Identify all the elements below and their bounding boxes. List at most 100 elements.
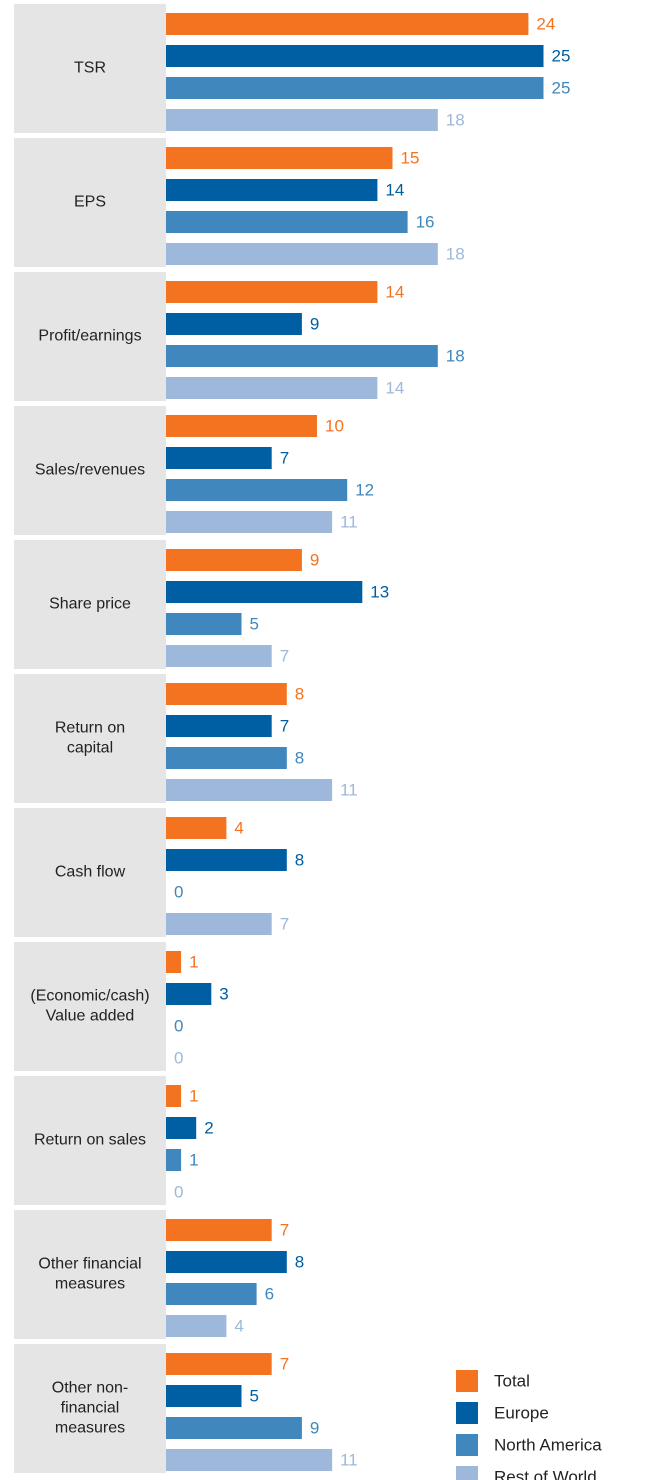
bar-total — [166, 147, 393, 169]
bar-total — [166, 549, 302, 571]
bar-north-america — [166, 1283, 257, 1305]
value-label-north-america: 8 — [295, 748, 304, 767]
category-group-cash-flow: Cash flow 4 8 0 7 — [14, 808, 304, 937]
category-label-line: measures — [55, 1420, 125, 1437]
value-label-europe: 7 — [280, 448, 289, 467]
bar-north-america — [166, 345, 438, 367]
category-label: EPS — [74, 194, 106, 211]
category-label-line: capital — [67, 740, 113, 757]
legend-item-north-america: North America — [456, 1434, 602, 1456]
bar-europe — [166, 313, 302, 335]
category-background — [14, 1076, 166, 1205]
value-label-europe: 25 — [552, 46, 571, 65]
legend-label: North America — [494, 1435, 602, 1454]
value-label-north-america: 0 — [174, 1016, 183, 1035]
value-label-north-america: 6 — [265, 1284, 274, 1303]
value-label-rest-of-world: 14 — [385, 378, 404, 397]
bar-total — [166, 1353, 272, 1375]
category-label-line: financial — [61, 1400, 120, 1417]
value-label-europe: 3 — [219, 984, 228, 1003]
category-label-line: Sales/revenues — [35, 462, 145, 479]
category-group-profit-earnings: Profit/earnings 14 9 18 14 — [14, 272, 465, 401]
value-label-europe: 5 — [250, 1386, 259, 1405]
category-background — [14, 138, 166, 267]
category-label: TSR — [74, 60, 106, 77]
value-label-europe: 14 — [385, 180, 404, 199]
value-label-total: 7 — [280, 1220, 289, 1239]
category-label-line: measures — [55, 1276, 125, 1293]
value-label-north-america: 1 — [189, 1150, 198, 1169]
category-groups: TSR24252518EPS15141618Profit/earnings149… — [14, 4, 570, 1473]
value-label-rest-of-world: 0 — [174, 1048, 183, 1067]
value-label-rest-of-world: 11 — [340, 512, 358, 531]
legend-swatch — [456, 1466, 478, 1480]
category-background — [14, 674, 166, 803]
legend-item-total: Total — [456, 1370, 530, 1392]
value-label-total: 4 — [234, 818, 243, 837]
value-label-rest-of-world: 0 — [174, 1182, 183, 1201]
category-label: Sales/revenues — [35, 462, 145, 479]
value-label-europe: 8 — [295, 850, 304, 869]
value-label-north-america: 16 — [416, 212, 435, 231]
bar-rest-of-world — [166, 1315, 227, 1337]
category-label: Cash flow — [55, 864, 126, 881]
category-group-other-non-financial-measures: Other non-financial measures 7 5 9 11 — [14, 1344, 358, 1473]
value-label-total: 1 — [189, 1086, 198, 1105]
category-label: Profit/earnings — [38, 328, 141, 345]
legend-label: Rest of World — [494, 1467, 597, 1480]
category-label-line: Value added — [46, 1008, 135, 1025]
legend-swatch — [456, 1434, 478, 1456]
bar-north-america — [166, 211, 408, 233]
category-background — [14, 4, 166, 133]
category-group-sales-revenues: Sales/revenues 10 7 12 11 — [14, 406, 374, 535]
bar-total — [166, 817, 227, 839]
value-label-rest-of-world: 11 — [340, 780, 358, 799]
category-label: Other financial measures — [38, 1256, 141, 1293]
category-group-economic-cash-value-added: (Economic/cash) Value added 1 3 0 0 — [14, 942, 229, 1071]
bar-total — [166, 13, 529, 35]
bar-europe — [166, 179, 378, 201]
legend-item-europe: Europe — [456, 1402, 549, 1424]
value-label-rest-of-world: 18 — [446, 110, 465, 129]
value-label-total: 1 — [189, 952, 198, 971]
legend-swatch — [456, 1402, 478, 1424]
category-label: Return on capital — [55, 720, 125, 757]
value-label-europe: 13 — [370, 582, 389, 601]
value-label-north-america: 0 — [174, 882, 183, 901]
category-label-line: Return on — [55, 720, 125, 737]
value-label-total: 24 — [536, 14, 555, 33]
category-background — [14, 1210, 166, 1339]
value-label-rest-of-world: 18 — [446, 244, 465, 263]
bar-total — [166, 281, 378, 303]
bar-total — [166, 1219, 272, 1241]
bar-europe — [166, 1385, 242, 1407]
category-label-line: TSR — [74, 60, 106, 77]
bar-north-america — [166, 613, 242, 635]
bar-north-america — [166, 479, 348, 501]
category-label-line: EPS — [74, 194, 106, 211]
value-label-europe: 7 — [280, 716, 289, 735]
bar-europe — [166, 581, 363, 603]
bar-europe — [166, 1251, 287, 1273]
bar-rest-of-world — [166, 1449, 333, 1471]
bar-north-america — [166, 747, 287, 769]
category-group-tsr: TSR 24 25 25 18 — [14, 4, 570, 133]
value-label-europe: 9 — [310, 314, 319, 333]
legend-label: Europe — [494, 1403, 549, 1422]
value-label-total: 15 — [401, 148, 420, 167]
category-group-share-price: Share price 9 13 5 7 — [14, 540, 389, 669]
value-label-north-america: 5 — [250, 614, 259, 633]
category-background — [14, 1344, 166, 1473]
category-background — [14, 808, 166, 937]
bar-rest-of-world — [166, 779, 333, 801]
category-label: Share price — [49, 596, 131, 613]
bar-europe — [166, 983, 212, 1005]
value-label-north-america: 25 — [552, 78, 571, 97]
category-label: Return on sales — [34, 1132, 146, 1149]
category-background — [14, 540, 166, 669]
legend: Total Europe North America Rest of World — [456, 1370, 602, 1480]
value-label-total: 9 — [310, 550, 319, 569]
value-label-europe: 2 — [204, 1118, 213, 1137]
